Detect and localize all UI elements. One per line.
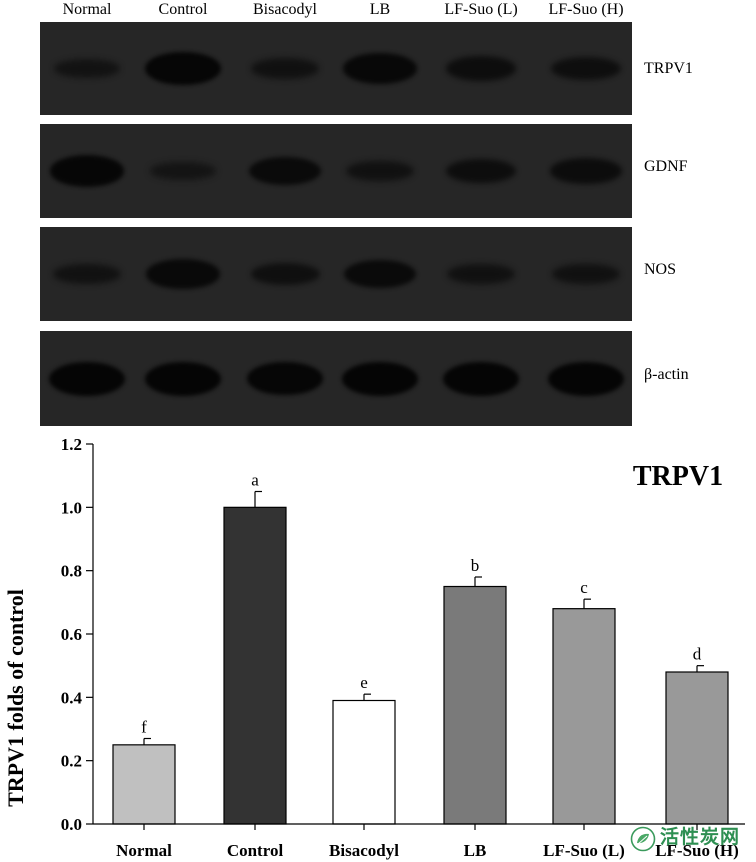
significance-letter: e [360,673,368,692]
blot-band [445,158,517,184]
blot-band [145,52,221,85]
blot-strip-beta-actin [40,331,632,426]
blot-strip-gdnf [40,124,632,218]
blot-band [49,361,125,396]
blot-band [345,160,415,182]
watermark-text: 活性炭网 [660,826,741,848]
bar [112,744,176,825]
y-tick-label: 1.2 [61,435,82,454]
x-tick-label: Bisacodyl [329,841,399,860]
chart-title: TRPV1 [633,461,723,492]
lane-label-control: Control [158,1,208,18]
blot-band [248,157,322,185]
y-tick-label: 0.4 [61,688,83,707]
blot-band [247,362,323,395]
blot-band [443,361,519,396]
protein-label-gdnf: GDNF [644,158,688,175]
blot-band [550,158,622,184]
blot-strip-trpv1 [40,22,632,115]
leaf-logo-icon [630,826,656,852]
blot-band [548,361,624,396]
protein-label-nos: NOS [644,261,677,278]
y-tick-label: 0.8 [61,562,82,581]
watermark: 活性炭网 [628,820,754,862]
bars: f a e b c d [112,471,729,825]
protein-label-trpv1: TRPV1 [644,60,693,77]
blot-band [149,162,217,180]
lane-label-lb: LB [369,1,391,18]
x-axis: Normal Control Bisacodyl LB LF-Suo (L) LF-Suo… [93,823,745,860]
blot-band [53,59,121,78]
blot-band [49,155,125,187]
blot-band [342,361,418,396]
significance-letter: f [141,718,147,737]
blot-band [446,263,516,285]
bar [552,608,616,825]
blot-band [551,263,621,285]
protein-label-beta-actin: β-actin [644,366,689,383]
y-tick-label: 0.2 [61,752,82,771]
y-axis-label: TRPV1 folds of control [3,589,28,807]
western-blot-panel: Normal Control Bisacodyl LB LF-Suo (L) L… [0,0,756,430]
bar [332,699,396,825]
blot-band [343,260,417,288]
blot-band [250,58,320,79]
y-axis: 0.0 0.2 0.4 0.6 0.8 1.0 1.2 [61,435,94,834]
lane-label-lf-suo-h: LF-Suo (H) [548,1,624,18]
x-tick-label: LF-Suo (L) [543,841,625,860]
bar [443,585,507,825]
lane-label-lf-suo-l: LF-Suo (L) [444,1,518,18]
significance-letter: a [251,471,259,490]
blot-strip-nos [40,227,632,321]
bar [223,506,287,825]
y-tick-label: 0.6 [61,625,82,644]
x-tick-label: Control [227,841,284,860]
blot-band [53,264,121,284]
lane-label-normal: Normal [62,1,112,18]
lane-label-bisacodyl: Bisacodyl [253,1,317,18]
trpv1-bar-chart: 0.0 0.2 0.4 0.6 0.8 1.0 1.2 f a e b c d Normal Contr… [3,435,745,860]
blot-band [343,53,417,84]
blot-band [145,361,221,396]
blot-band [250,263,320,285]
x-tick-label: Normal [116,841,172,860]
blot-band [551,56,621,81]
bar [665,671,729,825]
y-tick-label: 0.0 [61,815,82,834]
blot-band [445,56,517,81]
y-tick-label: 1.0 [61,498,82,517]
significance-letter: b [471,556,480,575]
blot-band [146,259,220,289]
x-tick-label: LF-Suo (H) [655,841,739,860]
significance-letter: d [693,645,702,664]
x-tick-label: LB [464,841,487,860]
significance-letter: c [580,578,588,597]
